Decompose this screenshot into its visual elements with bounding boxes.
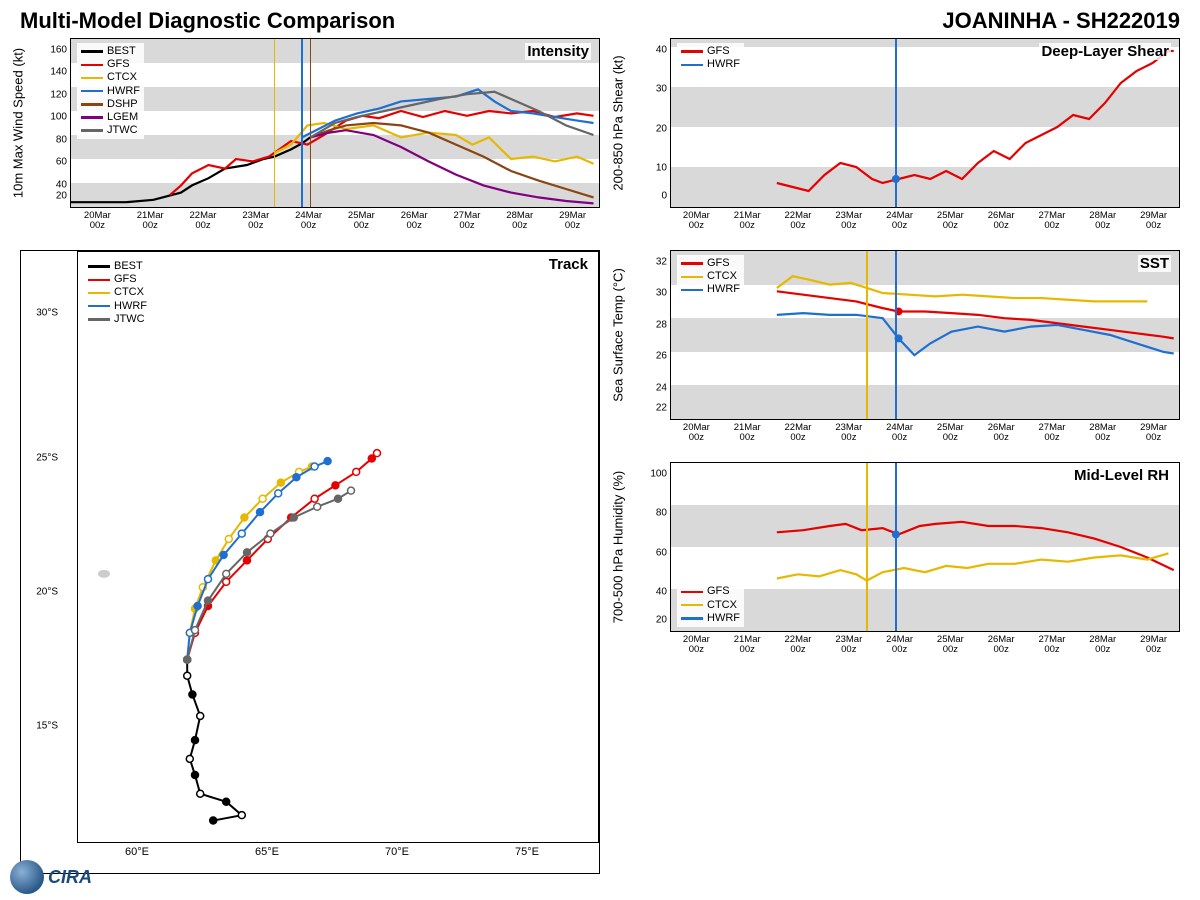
rh-ylabel: 700-500 hPa Humidity (%) (611, 447, 626, 647)
page-title-right: JOANINHA - SH222019 (942, 8, 1180, 34)
shear-panel: Deep-Layer Shear40302010020Mar 00z21Mar … (670, 38, 1180, 208)
rh-panel: Mid-Level RH1008060402020Mar 00z21Mar 00… (670, 462, 1180, 632)
page-title-left: Multi-Model Diagnostic Comparison (20, 8, 395, 34)
intensity-panel: Intensity1601401201008060402020Mar 00z21… (70, 38, 600, 208)
intensity-title: Intensity (525, 43, 591, 60)
sst-title: SST (1138, 255, 1171, 272)
sst-ylabel: Sea Surface Temp (°C) (611, 235, 626, 435)
sst-panel: SST32302826242220Mar 00z21Mar 00z22Mar 0… (670, 250, 1180, 420)
intensity-ylabel: 10m Max Wind Speed (kt) (11, 23, 26, 223)
shear-title: Deep-Layer Shear (1039, 43, 1171, 60)
rh-title: Mid-Level RH (1072, 467, 1171, 484)
cira-logo-globe-icon (10, 860, 44, 894)
track-title: Track (547, 256, 590, 273)
shear-ylabel: 200-850 hPa Shear (kt) (611, 23, 626, 223)
cira-logo-text: CIRA (48, 867, 92, 888)
cira-logo: CIRA (10, 860, 92, 894)
track-panel: Track15°S20°S25°S30°S60°E65°E70°E75°EBES… (77, 251, 599, 843)
chart-grid: 10m Max Wind Speed (kt)Intensity16014012… (0, 38, 1200, 874)
